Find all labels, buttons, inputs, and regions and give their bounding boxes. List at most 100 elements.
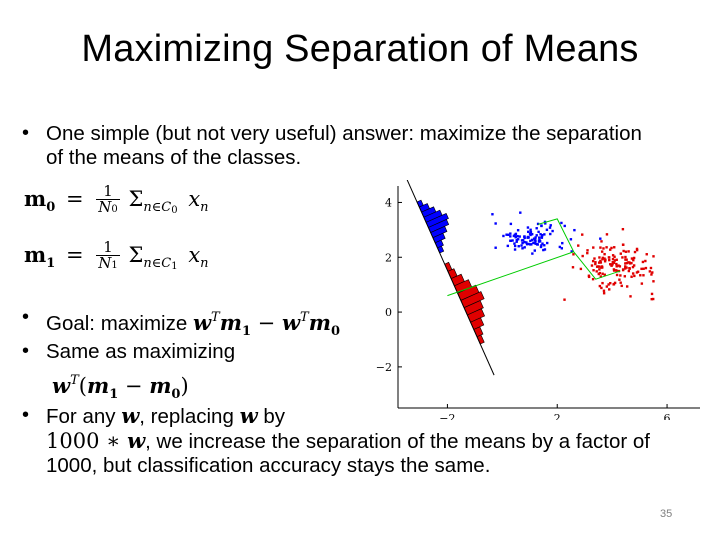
red-data-point	[590, 264, 594, 267]
red-data-point	[632, 258, 635, 262]
red-data-point	[599, 275, 603, 278]
red-data-point	[645, 253, 648, 256]
blue-data-point	[533, 242, 537, 245]
blue-data-point	[527, 230, 530, 234]
blue-data-point	[543, 248, 547, 251]
goal-w2-sup: T	[300, 310, 309, 325]
blue-data-point	[529, 243, 532, 246]
blue-data-point	[533, 249, 536, 252]
red-data-point	[652, 255, 655, 258]
blue-data-point	[544, 222, 547, 225]
bullet-4-text: For any w, replacing w by 1000 ∗ w, we i…	[46, 404, 706, 478]
goal-w-sup: T	[211, 310, 220, 325]
blue-data-point	[560, 247, 564, 250]
red-data-point	[598, 284, 602, 288]
bullet-4-w3: w	[127, 428, 146, 453]
red-data-point	[644, 266, 648, 270]
blue-data-point	[558, 245, 562, 249]
red-data-point	[611, 261, 614, 264]
red-data-point	[652, 297, 655, 301]
same-w: w	[52, 373, 71, 398]
blue-data-point	[491, 213, 494, 216]
bullet-1-line-2: of the means of the classes.	[46, 146, 302, 169]
red-data-point	[597, 272, 600, 276]
goal-m1-sub: 1	[241, 324, 251, 339]
red-data-point	[572, 253, 575, 256]
plot-lines	[406, 180, 621, 376]
red-data-point	[593, 257, 596, 260]
blue-data-point	[534, 236, 537, 239]
red-data-point	[615, 258, 618, 262]
bullet-4-for-any: For any	[46, 405, 122, 428]
red-data-point	[597, 261, 601, 264]
blue-data-point	[561, 241, 564, 245]
eq-m0-fraction: 1 N0	[96, 184, 120, 217]
red-data-point	[613, 255, 616, 258]
red-data-point	[603, 252, 606, 256]
blue-data-point	[531, 252, 534, 255]
red-data-point	[611, 263, 614, 266]
blue-data-point	[532, 241, 535, 245]
y-tick-label: −2	[376, 361, 392, 374]
red-data-point	[603, 260, 607, 263]
red-data-point	[624, 258, 627, 261]
blue-data-point	[509, 235, 512, 238]
red-data-point	[619, 274, 622, 277]
red-data-point	[613, 281, 617, 285]
blue-data-point	[509, 239, 513, 242]
red-data-point	[581, 233, 584, 236]
plot-ticks: −2 2 6 −2 0 2 4	[376, 196, 671, 420]
blue-data-point	[529, 230, 533, 234]
blue-data-point	[534, 239, 537, 243]
y-tick-label: 2	[385, 251, 392, 264]
red-data-point	[630, 275, 633, 278]
red-data-point	[601, 256, 604, 260]
red-data-point	[595, 270, 598, 273]
red-data-point	[631, 272, 635, 275]
blue-data-point	[599, 237, 602, 240]
blue-data-point	[514, 235, 517, 239]
blue-data-point	[520, 239, 524, 242]
eq-m1-den-sub: 1	[111, 260, 118, 271]
red-data-point	[615, 269, 618, 273]
blue-data-point	[527, 242, 530, 246]
plot-frame	[397, 186, 700, 409]
same-open: (	[78, 374, 87, 398]
blue-data-point	[494, 222, 497, 225]
red-data-point	[626, 261, 630, 264]
blue-data-point	[541, 234, 544, 237]
red-data-point	[586, 249, 589, 252]
blue-data-point	[539, 245, 543, 249]
bullet-4-factor: 1000 ∗	[46, 429, 128, 453]
equation-m1: m1 = 1 N1 Σn∈C1 xn	[24, 240, 209, 273]
blue-data-point	[521, 247, 524, 250]
red-data-point	[642, 267, 645, 270]
red-data-point	[601, 272, 604, 275]
red-data-point	[649, 266, 653, 270]
red-data-point	[599, 246, 602, 249]
blue-data-point	[513, 244, 517, 248]
blue-data-point	[540, 235, 544, 239]
red-data-point	[581, 254, 584, 258]
blue-data-point	[516, 229, 520, 232]
blue-data-point	[529, 233, 532, 237]
bullet-4-line-3: 1000, but classification accuracy stays …	[46, 454, 491, 477]
blue-data-point	[509, 232, 512, 235]
red-data-point	[624, 255, 627, 259]
red-data-point	[609, 281, 612, 285]
red-data-point	[612, 261, 616, 264]
blue-data-point	[513, 242, 516, 245]
red-data-point	[625, 285, 629, 288]
bullet-1-line-1: One simple (but not very useful) answer:…	[46, 122, 642, 145]
red-data-point	[631, 265, 635, 269]
red-data-point	[577, 244, 580, 247]
blue-data-point	[532, 237, 536, 240]
red-data-point	[650, 273, 653, 276]
red-data-point	[621, 256, 624, 259]
blue-data-point	[518, 235, 521, 238]
eq-m1-sum-sub2: 1	[171, 261, 178, 272]
red-data-point	[607, 283, 610, 286]
eq-m0-x-sub: n	[200, 200, 209, 215]
red-data-point	[598, 256, 601, 259]
bullet-4-replacing: , replacing	[139, 405, 240, 428]
